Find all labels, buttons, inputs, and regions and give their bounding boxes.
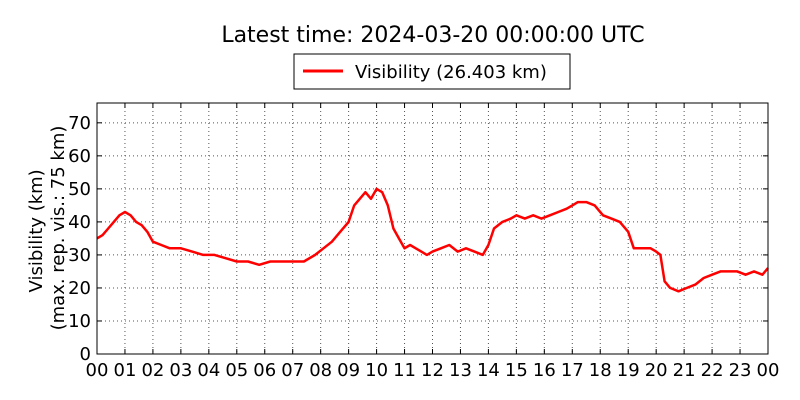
- x-tick-label: 00: [86, 360, 109, 381]
- grid-lines: [97, 103, 768, 354]
- y-tick-label: 70: [68, 113, 91, 134]
- x-tick-label: 23: [729, 360, 752, 381]
- x-tick-label: 08: [309, 360, 332, 381]
- x-tick-label: 12: [421, 360, 444, 381]
- axis-ticks: [96, 103, 769, 355]
- x-tick-label: 00: [757, 360, 780, 381]
- x-tick-label: 18: [589, 360, 612, 381]
- x-tick-label: 01: [114, 360, 137, 381]
- y-axis-label-line-2: (max. rep. vis.: 75 km): [48, 126, 69, 331]
- y-tick-label: 10: [68, 311, 91, 332]
- x-tick-label: 10: [365, 360, 388, 381]
- y-tick-labels: 0 10 20 30 40 50 60 70: [68, 113, 91, 365]
- series-line-visibility: [96, 187, 769, 293]
- x-tick-label: 20: [645, 360, 668, 381]
- y-tick-label: 20: [68, 278, 91, 299]
- x-tick-label: 04: [197, 360, 220, 381]
- x-tick-label: 21: [673, 360, 696, 381]
- x-tick-label: 19: [617, 360, 640, 381]
- y-axis-label: Visibility (km) (max. rep. vis.: 75 km): [26, 126, 69, 331]
- x-tick-label: 02: [141, 360, 164, 381]
- y-tick-label: 50: [68, 179, 91, 200]
- x-tick-label: 13: [449, 360, 472, 381]
- y-tick-label: 60: [68, 146, 91, 167]
- y-tick-label: 40: [68, 212, 91, 233]
- x-tick-label: 14: [477, 360, 500, 381]
- legend: Visibility (26.403 km): [293, 53, 571, 90]
- x-tick-label: 22: [701, 360, 724, 381]
- x-tick-label: 05: [225, 360, 248, 381]
- x-tick-label: 07: [281, 360, 304, 381]
- x-tick-label: 06: [253, 360, 276, 381]
- x-tick-label: 03: [169, 360, 192, 381]
- x-tick-label: 15: [505, 360, 528, 381]
- chart-title: Latest time: 2024-03-20 00:00:00 UTC: [221, 23, 644, 48]
- x-tick-labels: 00 01 02 03 04 05 06 07 08 09 10 11 12 13 14 15 16 17 18 19…: [86, 360, 780, 381]
- x-tick-label: 17: [561, 360, 584, 381]
- legend-entry-visibility: Visibility (26.403 km): [355, 62, 547, 83]
- x-tick-label: 16: [533, 360, 556, 381]
- x-tick-label: 09: [337, 360, 360, 381]
- y-tick-label: 0: [80, 344, 91, 365]
- x-tick-label: 11: [393, 360, 416, 381]
- y-axis-label-line-1: Visibility (km): [26, 169, 47, 292]
- y-tick-label: 30: [68, 245, 91, 266]
- series-group: [96, 187, 769, 293]
- plot-frame: [96, 102, 769, 355]
